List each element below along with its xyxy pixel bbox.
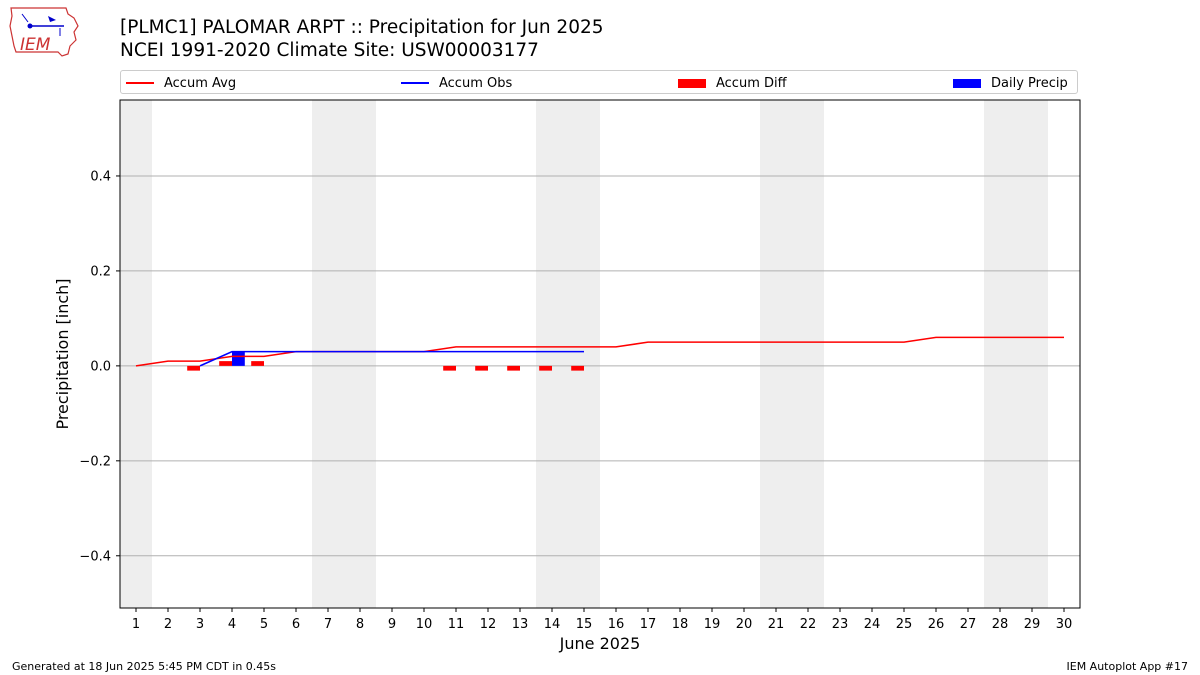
x-tick-label: 3 (196, 617, 204, 632)
footer-app: IEM Autoplot App #17 (1066, 660, 1189, 673)
accum-diff-bar (251, 361, 264, 366)
x-tick-label: 26 (928, 617, 945, 632)
x-tick-label: 24 (864, 617, 881, 632)
y-tick-label: 0.0 (90, 359, 111, 374)
x-tick-label: 13 (512, 617, 529, 632)
accum-diff-bar (443, 365, 456, 371)
legend: Accum Avg Accum Obs Accum Diff Daily Pre… (120, 70, 1078, 94)
x-tick-label: 12 (480, 617, 497, 632)
x-tick-label: 14 (544, 617, 561, 632)
x-tick-label: 27 (960, 617, 977, 632)
accum-diff-bar (187, 365, 200, 371)
x-tick-label: 7 (324, 617, 332, 632)
plot-frame (119, 99, 1081, 609)
x-tick-label: 2 (164, 617, 172, 632)
legend-swatch-accum-avg (126, 82, 154, 84)
legend-label-accum-obs: Accum Obs (439, 75, 513, 91)
x-tick-label: 28 (992, 617, 1009, 632)
y-tick-label: −0.4 (79, 549, 111, 564)
accum-diff-bar (475, 365, 488, 371)
accum-obs-line (199, 350, 584, 367)
weekend-band (760, 100, 792, 608)
legend-label-accum-avg: Accum Avg (164, 75, 237, 91)
legend-item-accum-diff: Accum Diff (678, 74, 787, 92)
x-tick-label: 6 (292, 617, 300, 632)
daily-precip-bar (232, 351, 245, 366)
x-tick-label: 1 (132, 617, 140, 632)
logo-text: IEM (20, 35, 51, 55)
weekend-band (312, 100, 344, 608)
legend-label-accum-diff: Accum Diff (716, 75, 787, 91)
x-tick-label: 21 (768, 617, 785, 632)
legend-item-accum-obs: Accum Obs (401, 74, 512, 92)
x-tick-label: 10 (416, 617, 433, 632)
y-axis-label: Precipitation [inch] (53, 278, 72, 429)
x-tick-label: 16 (608, 617, 625, 632)
y-tick-label: 0.4 (90, 169, 111, 184)
weekend-band (792, 100, 824, 608)
iem-logo-graphic: IEM (9, 7, 79, 57)
weekend-band (536, 100, 568, 608)
legend-label-daily-precip: Daily Precip (991, 75, 1068, 91)
x-tick-label: 29 (1024, 617, 1041, 632)
legend-swatch-daily-precip (953, 78, 981, 88)
legend-item-daily-precip: Daily Precip (953, 74, 1068, 92)
chart-title: [PLMC1] PALOMAR ARPT :: Precipitation fo… (120, 17, 604, 38)
x-tick-label: 17 (640, 617, 657, 632)
y-tick-label: −0.2 (79, 454, 111, 469)
x-tick-label: 8 (356, 617, 364, 632)
x-tick-label: 9 (388, 617, 396, 632)
weekend-band (568, 100, 600, 608)
weekend-band (344, 100, 376, 608)
weekend-band (1016, 100, 1048, 608)
footer-generated: Generated at 18 Jun 2025 5:45 PM CDT in … (12, 660, 277, 673)
x-tick-label: 19 (704, 617, 721, 632)
accum-diff-bar (539, 365, 552, 371)
x-tick-label: 22 (800, 617, 817, 632)
accum-diff-bar (219, 361, 232, 366)
y-tick-label: 0.2 (90, 264, 111, 279)
x-tick-label: 25 (896, 617, 913, 632)
accum-diff-bar (507, 365, 520, 371)
accum-diff-bar (571, 365, 584, 371)
iem-logo: IEM (8, 6, 80, 60)
x-tick-label: 18 (672, 617, 689, 632)
legend-swatch-accum-obs (401, 82, 429, 84)
legend-item-accum-avg: Accum Avg (126, 74, 236, 92)
x-tick-label: 5 (260, 617, 268, 632)
chart-subtitle: NCEI 1991-2020 Climate Site: USW00003177 (120, 40, 539, 61)
x-tick-label: 20 (736, 617, 753, 632)
weekend-band (120, 100, 152, 608)
weekend-band (984, 100, 1016, 608)
accum-avg-line (135, 336, 1064, 367)
x-tick-label: 30 (1056, 617, 1073, 632)
x-tick-label: 11 (448, 617, 465, 632)
x-tick-label: 23 (832, 617, 849, 632)
x-tick-label: 4 (228, 617, 236, 632)
x-tick-label: 15 (576, 617, 593, 632)
legend-swatch-accum-diff (678, 78, 706, 88)
x-axis-label: June 2025 (559, 634, 641, 653)
